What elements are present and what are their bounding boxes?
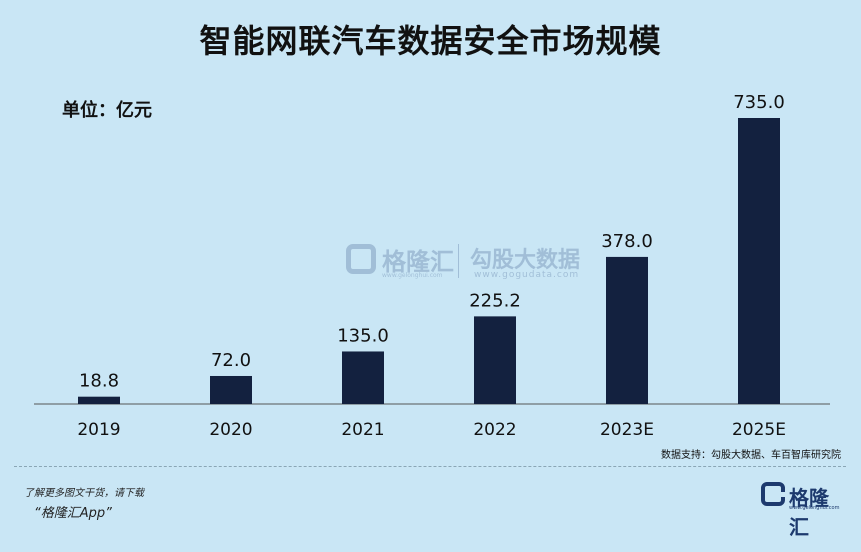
bar-chart: 18.8 2019 72.0 2020 135.0 2021 225.2 2022 378.0 2… <box>34 92 830 440</box>
x-tick-label-2022: 2022 <box>473 420 516 440</box>
bar-2023E <box>606 256 648 404</box>
footer-note: 了解更多图文干货，请下载 <box>24 488 144 499</box>
x-tick-label-2021: 2021 <box>341 420 384 440</box>
bar-2021 <box>342 351 384 404</box>
x-tick-label-2025E: 2025E <box>732 420 786 440</box>
footer-divider <box>14 466 846 467</box>
gelonghui-logo-icon <box>346 244 376 274</box>
bar-2019 <box>78 396 120 404</box>
data-label-2021: 135.0 <box>337 325 389 346</box>
unit-label: 单位：亿元 <box>62 100 152 121</box>
bar-2025E <box>738 118 780 404</box>
x-tick-label-2019: 2019 <box>77 420 120 440</box>
source-note: 数据支持：勾股大数据、车百智库研究院 <box>661 450 841 461</box>
watermark: 格隆汇 www.gelonghui.com 勾股大数据 www.gogudata… <box>346 240 596 286</box>
watermark-partner: 勾股大数据 <box>470 248 581 273</box>
data-label-2020: 72.0 <box>211 350 251 371</box>
watermark-partner-url: www.gogudata.com <box>474 270 580 280</box>
watermark-brand-url: www.gelonghui.com <box>382 272 443 279</box>
data-label-2019: 18.8 <box>79 371 119 392</box>
data-label-2023E: 378.0 <box>601 231 653 252</box>
logo-name: 格隆汇 <box>789 486 829 539</box>
bar-2020 <box>210 375 252 404</box>
footer-app-name: “格隆汇App” <box>34 506 112 521</box>
bar-2022 <box>474 316 516 404</box>
gelonghui-logo: 格隆汇 www.gelonghui.com <box>761 482 843 539</box>
watermark-separator <box>458 244 459 278</box>
x-tick-label-2023E: 2023E <box>600 420 654 440</box>
gelonghui-logo-mark-icon <box>761 482 785 506</box>
logo-url: www.gelonghui.com <box>789 505 840 511</box>
data-label-2022: 225.2 <box>469 290 521 311</box>
data-label-2025E: 735.0 <box>733 92 785 113</box>
chart-title: 智能网联汽车数据安全市场规模 <box>199 22 662 60</box>
x-tick-label-2020: 2020 <box>209 420 252 440</box>
watermark-brand: 格隆汇 <box>382 248 454 276</box>
